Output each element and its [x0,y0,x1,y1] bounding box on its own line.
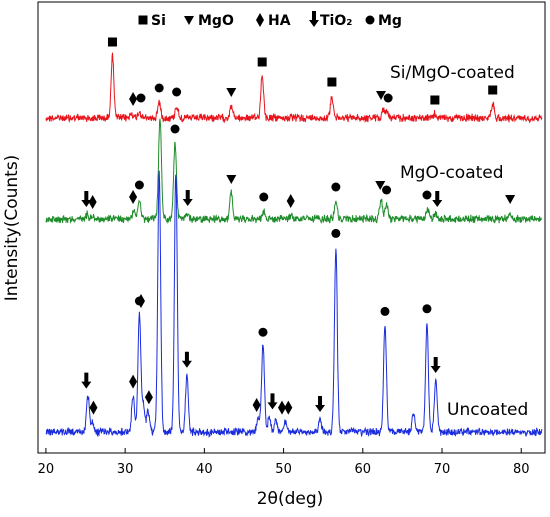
x-axis-title: 2θ(deg) [257,489,324,509]
peak-marker-circle-2-9 [331,182,341,192]
peak-marker-triangle-down-2-14 [505,195,516,204]
legend-symbol-diamond [256,13,264,27]
legend-label-4: TiO₂ [320,13,352,29]
peak-marker-triangle-down-1-5 [226,88,237,97]
peak-marker-arrow-down-3-6 [181,351,192,368]
peak-marker-diamond-3-2 [129,374,138,389]
peak-marker-diamond-2-8 [286,194,295,208]
x-tick-label-70: 70 [434,462,451,477]
peak-marker-arrow-down-2-5 [182,190,193,206]
peak-marker-diamond-2-1 [88,195,97,209]
peak-marker-square-1-0 [107,37,117,47]
peak-marker-circle-2-11 [382,185,392,195]
series-line-2 [45,118,543,225]
x-axis-ticks: 20 30 40 50 60 70 80 [38,448,530,477]
series-labels: Si/MgO-coated MgO-coated Uncoated [390,63,528,420]
peak-marker-circle-2-3 [134,180,144,190]
series-label-1: Si/MgO-coated [390,63,515,83]
peak-marker-circle-1-9 [383,93,393,103]
legend-symbol-square [138,15,148,25]
peak-marker-diamond-3-4 [136,294,145,308]
peak-marker-triangle-down-2-6 [226,175,237,184]
peak-marker-circle-1-2 [136,93,146,103]
legend-label-1: Si [151,13,166,29]
series-line-3 [45,170,543,439]
peak-marker-square-1-6 [257,57,267,67]
legend-label-3: HA [268,13,291,29]
peak-marker-arrow-down-3-12 [315,396,326,412]
x-tick-label-30: 30 [117,462,134,477]
peak-marker-circle-2-12 [422,190,432,200]
peak-marker-square-1-7 [327,77,337,87]
peak-marker-triangle-down-2-10 [375,181,386,190]
peak-marker-arrow-down-3-9 [267,393,278,410]
legend: Si MgO HA TiO₂ Mg [138,11,402,29]
legend-symbol-circle [365,15,375,25]
legend-symbol-triangle-down [184,16,194,25]
peak-marker-square-1-10 [430,95,440,105]
legend-symbol-arrow-down [309,11,319,27]
peak-marker-arrow-down-3-0 [81,372,92,389]
legend-label-2: MgO [198,13,234,29]
x-tick-label-80: 80 [513,462,530,477]
peak-marker-circle-3-14 [380,306,390,316]
peak-marker-circle-1-3 [154,83,164,93]
peak-marker-diamond-3-11 [284,400,293,415]
y-axis-title: Intensity(Counts) [2,155,22,302]
peak-marker-circle-2-7 [259,192,269,202]
peak-marker-arrow-down-3-16 [430,357,441,373]
peak-marker-diamond-3-10 [277,400,286,415]
x-tick-label-40: 40 [196,462,213,477]
peak-marker-arrow-down-2-13 [432,191,443,207]
x-tick-label-20: 20 [38,462,55,477]
marker-layer [81,37,516,415]
peak-marker-square-1-11 [488,85,498,95]
peak-marker-circle-3-13 [331,228,341,238]
plot-frame [37,1,546,454]
peak-marker-arrow-down-2-0 [81,191,92,207]
series-line-1 [45,52,543,124]
series-layer [45,52,543,439]
peak-marker-diamond-2-2 [129,190,138,204]
peak-marker-diamond-3-1 [89,400,98,415]
peak-marker-circle-1-4 [172,87,182,97]
peak-marker-triangle-down-1-8 [376,91,387,100]
peak-marker-diamond-3-5 [144,390,153,405]
peak-marker-circle-3-15 [422,304,432,314]
legend-label-5: Mg [378,13,402,29]
series-label-3: Uncoated [447,400,528,420]
peak-marker-circle-2-4 [170,124,180,134]
peak-marker-circle-3-7 [258,327,268,337]
x-tick-label-50: 50 [275,462,292,477]
series-label-2: MgO-coated [400,163,504,183]
peak-marker-diamond-1-1 [129,92,138,106]
peak-marker-diamond-3-8 [252,398,261,412]
x-tick-label-60: 60 [355,462,372,477]
